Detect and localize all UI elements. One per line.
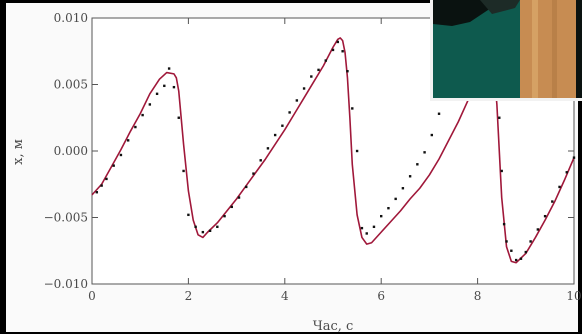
- scatter-point: [266, 147, 270, 150]
- x-tick-label: 0: [88, 289, 96, 303]
- scatter-point: [172, 85, 176, 89]
- inset-shadow: [480, 0, 520, 14]
- scatter-point: [310, 75, 313, 78]
- y-tick-label: 0.010: [54, 11, 88, 25]
- y-axis-label: x, м: [11, 139, 26, 165]
- scatter-point: [572, 156, 576, 159]
- inset-wood-board: [520, 0, 576, 98]
- scatter-point: [252, 172, 255, 175]
- scatter-point: [100, 184, 103, 187]
- scatter-point: [416, 163, 419, 166]
- scatter-point: [216, 225, 219, 229]
- scatter-point: [223, 214, 226, 218]
- scatter-point: [380, 214, 383, 218]
- scatter-point: [519, 257, 523, 260]
- scatter-point: [259, 159, 262, 162]
- scatter-point: [95, 191, 99, 194]
- scatter-point: [295, 99, 299, 102]
- x-axis-label: Час, с: [313, 319, 354, 334]
- scatter-point: [141, 113, 144, 117]
- x-tick-label: 6: [377, 289, 385, 303]
- scatter-point: [408, 175, 412, 178]
- x-axis: 0 2 4 6 8 10: [88, 18, 582, 303]
- scatter-point: [237, 196, 241, 199]
- scatter-point: [365, 232, 368, 235]
- y-tick-label: 0.000: [54, 144, 88, 158]
- inset-wood-grain: [532, 0, 538, 98]
- scatter-point: [529, 240, 532, 243]
- scatter-point: [355, 149, 359, 153]
- scatter-point: [551, 200, 554, 203]
- photo-inset: [430, 0, 582, 101]
- scatter-point: [346, 70, 349, 73]
- scatter-point: [360, 226, 364, 230]
- scatter-point: [105, 177, 108, 181]
- scatter-point: [565, 171, 568, 174]
- scatter-point: [182, 169, 185, 173]
- scatter-point: [387, 206, 390, 210]
- scatter-point: [302, 87, 306, 90]
- x-tick-label: 8: [474, 289, 482, 303]
- scatter-point: [324, 59, 327, 62]
- scatter-point: [500, 169, 503, 173]
- scatter-point: [230, 205, 233, 209]
- scatter-point: [201, 230, 205, 234]
- scatter-point: [167, 67, 171, 70]
- scatter-point: [245, 185, 248, 189]
- scatter-point: [498, 116, 501, 119]
- scatter-point: [317, 68, 320, 72]
- scatter-point: [502, 222, 506, 226]
- scatter-point: [148, 103, 152, 106]
- scatter-point: [208, 229, 212, 232]
- y-tick-label: 0.005: [54, 78, 88, 92]
- scatter-point: [524, 250, 527, 254]
- scatter-point: [155, 92, 159, 96]
- x-tick-label: 2: [185, 289, 193, 303]
- scatter-point: [112, 164, 115, 167]
- inset-wood-grain-dark: [552, 0, 557, 98]
- scatter-point: [510, 249, 513, 252]
- x-tick-label: 4: [281, 289, 289, 303]
- scatter-point: [543, 214, 547, 218]
- scatter-point: [134, 125, 137, 129]
- scatter-point: [558, 185, 561, 189]
- scatter-point: [430, 133, 434, 137]
- scatter-point: [177, 116, 180, 119]
- scatter-point: [351, 107, 354, 110]
- scatter-point: [437, 112, 441, 115]
- scatter-point: [514, 258, 518, 262]
- inset-dark-region: [433, 0, 500, 26]
- scatter-point: [341, 50, 344, 53]
- scatter-point: [288, 111, 291, 114]
- scatter-point: [194, 225, 197, 229]
- scatter-point: [372, 225, 376, 229]
- y-tick-label: −0.005: [44, 211, 88, 225]
- scatter-point: [119, 153, 123, 157]
- scatter-point: [336, 40, 340, 44]
- scatter-point: [163, 84, 166, 88]
- scatter-series: [95, 40, 576, 262]
- scatter-point: [505, 240, 508, 243]
- y-tick-label: −0.010: [44, 277, 88, 291]
- inset-right-edge: [576, 0, 582, 98]
- scatter-point: [187, 213, 190, 217]
- scatter-point: [423, 151, 426, 154]
- scatter-point: [331, 48, 335, 52]
- scatter-point: [536, 228, 540, 231]
- scatter-point: [401, 187, 405, 190]
- scatter-point: [126, 139, 130, 142]
- scatter-point: [281, 124, 284, 127]
- scatter-point: [273, 133, 277, 137]
- x-tick-label: 10: [566, 289, 581, 303]
- scatter-point: [394, 197, 397, 201]
